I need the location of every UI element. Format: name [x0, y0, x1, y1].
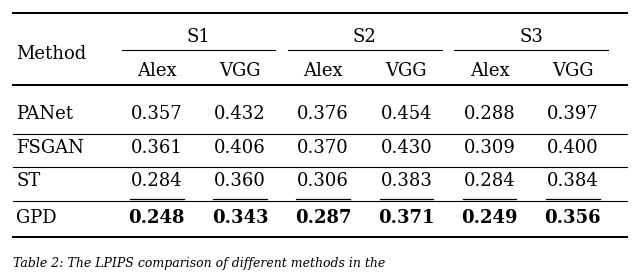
Text: GPD: GPD — [16, 209, 56, 227]
Text: 0.288: 0.288 — [464, 105, 515, 123]
Text: 0.287: 0.287 — [295, 209, 351, 227]
Text: PANet: PANet — [16, 105, 73, 123]
Text: 0.356: 0.356 — [545, 209, 601, 227]
Text: 0.432: 0.432 — [214, 105, 266, 123]
Text: 0.400: 0.400 — [547, 139, 598, 157]
Text: FSGAN: FSGAN — [16, 139, 84, 157]
Text: S1: S1 — [186, 28, 211, 46]
Text: 0.361: 0.361 — [131, 139, 183, 157]
Text: 0.357: 0.357 — [131, 105, 182, 123]
Text: 0.249: 0.249 — [461, 209, 518, 227]
Text: 0.360: 0.360 — [214, 172, 266, 190]
Text: VGG: VGG — [552, 62, 593, 80]
Text: 0.371: 0.371 — [378, 209, 435, 227]
Text: 0.284: 0.284 — [464, 172, 515, 190]
Text: Alex: Alex — [303, 62, 343, 80]
Text: VGG: VGG — [386, 62, 427, 80]
Text: 0.406: 0.406 — [214, 139, 266, 157]
Text: 0.309: 0.309 — [463, 139, 516, 157]
Text: 0.376: 0.376 — [298, 105, 349, 123]
Text: 0.430: 0.430 — [381, 139, 432, 157]
Text: S3: S3 — [519, 28, 543, 46]
Text: Alex: Alex — [470, 62, 509, 80]
Text: 0.397: 0.397 — [547, 105, 598, 123]
Text: Method: Method — [16, 45, 86, 63]
Text: VGG: VGG — [220, 62, 260, 80]
Text: 0.370: 0.370 — [298, 139, 349, 157]
Text: 0.284: 0.284 — [131, 172, 182, 190]
Text: 0.384: 0.384 — [547, 172, 598, 190]
Text: 0.248: 0.248 — [129, 209, 185, 227]
Text: Table 2: The LPIPS comparison of different methods in the: Table 2: The LPIPS comparison of differe… — [13, 257, 385, 270]
Text: Alex: Alex — [137, 62, 177, 80]
Text: S2: S2 — [353, 28, 377, 46]
Text: 0.454: 0.454 — [381, 105, 432, 123]
Text: 0.343: 0.343 — [212, 209, 268, 227]
Text: ST: ST — [16, 172, 40, 190]
Text: 0.306: 0.306 — [297, 172, 349, 190]
Text: 0.383: 0.383 — [380, 172, 433, 190]
